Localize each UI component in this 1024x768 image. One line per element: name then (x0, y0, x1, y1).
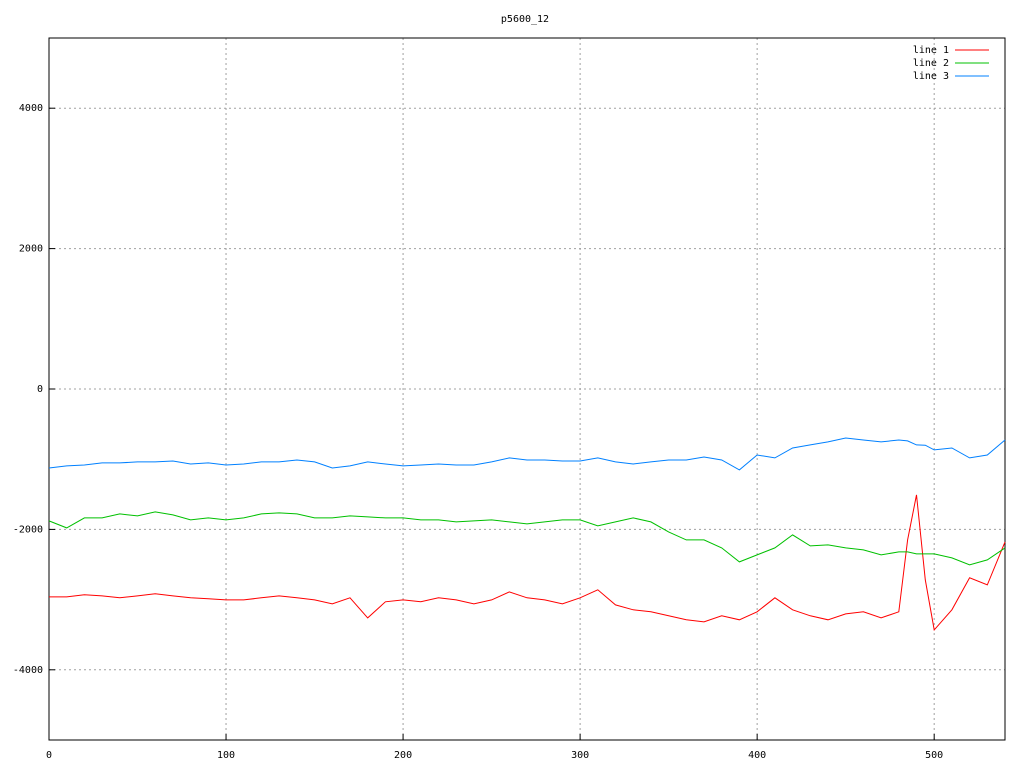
y-tick-label: 0 (37, 384, 43, 395)
legend-label: line 2 (913, 58, 949, 69)
legend-label: line 3 (913, 71, 949, 82)
y-tick-label: -2000 (13, 524, 43, 535)
y-tick-label: 2000 (19, 244, 43, 255)
x-tick-label: 100 (217, 750, 235, 761)
x-tick-label: 500 (925, 750, 943, 761)
series-line (48, 437, 1006, 471)
plot-frame (48, 37, 1006, 741)
chart-title: p5600_12 (501, 14, 549, 25)
y-tick-label: 4000 (19, 103, 43, 114)
series-line (48, 511, 1006, 566)
series-line (49, 494, 1006, 632)
y-tick-label: -4000 (13, 665, 43, 676)
x-tick-label: 400 (748, 750, 766, 761)
legend-label: line 1 (913, 45, 949, 56)
x-tick-label: 300 (571, 750, 589, 761)
x-tick-label: 0 (46, 750, 52, 761)
x-tick-label: 200 (394, 750, 412, 761)
